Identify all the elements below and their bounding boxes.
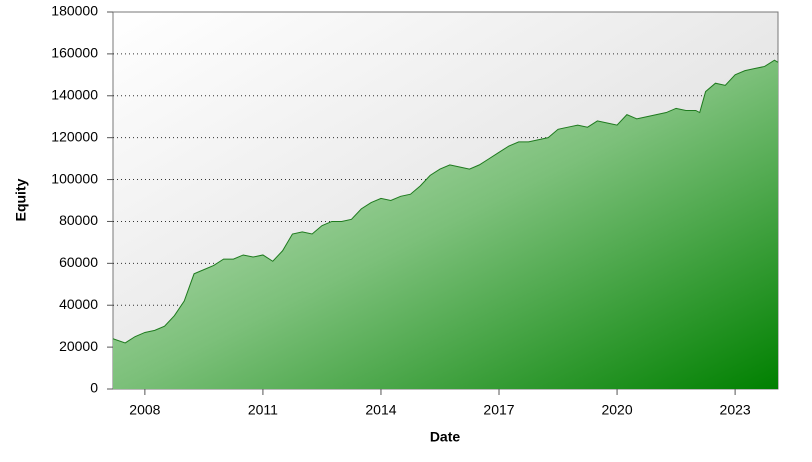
y-tick-label: 120000 [51,128,98,144]
y-axis-title: Equity [13,178,29,221]
y-tick-label: 80000 [59,212,98,228]
area [113,60,778,390]
x-tick-label: 2017 [483,402,514,418]
x-tick-label: 2020 [601,402,632,418]
x-axis-title: Date [430,429,461,445]
x-tick-label: 2014 [365,402,396,418]
y-tick-label: 100000 [51,170,98,186]
y-tick-label: 140000 [51,86,98,102]
y-tick-label: 40000 [59,296,98,312]
y-tick-label: 60000 [59,254,98,270]
y-tick-label: 0 [90,380,98,396]
x-tick-label: 2023 [720,402,751,418]
x-tick-label: 2011 [248,402,278,418]
y-tick-label: 160000 [51,45,98,61]
equity-line [112,59,779,344]
y-tick-label: 20000 [59,338,98,354]
x-tick-label: 2008 [129,402,160,418]
y-tick-label: 180000 [51,3,98,19]
